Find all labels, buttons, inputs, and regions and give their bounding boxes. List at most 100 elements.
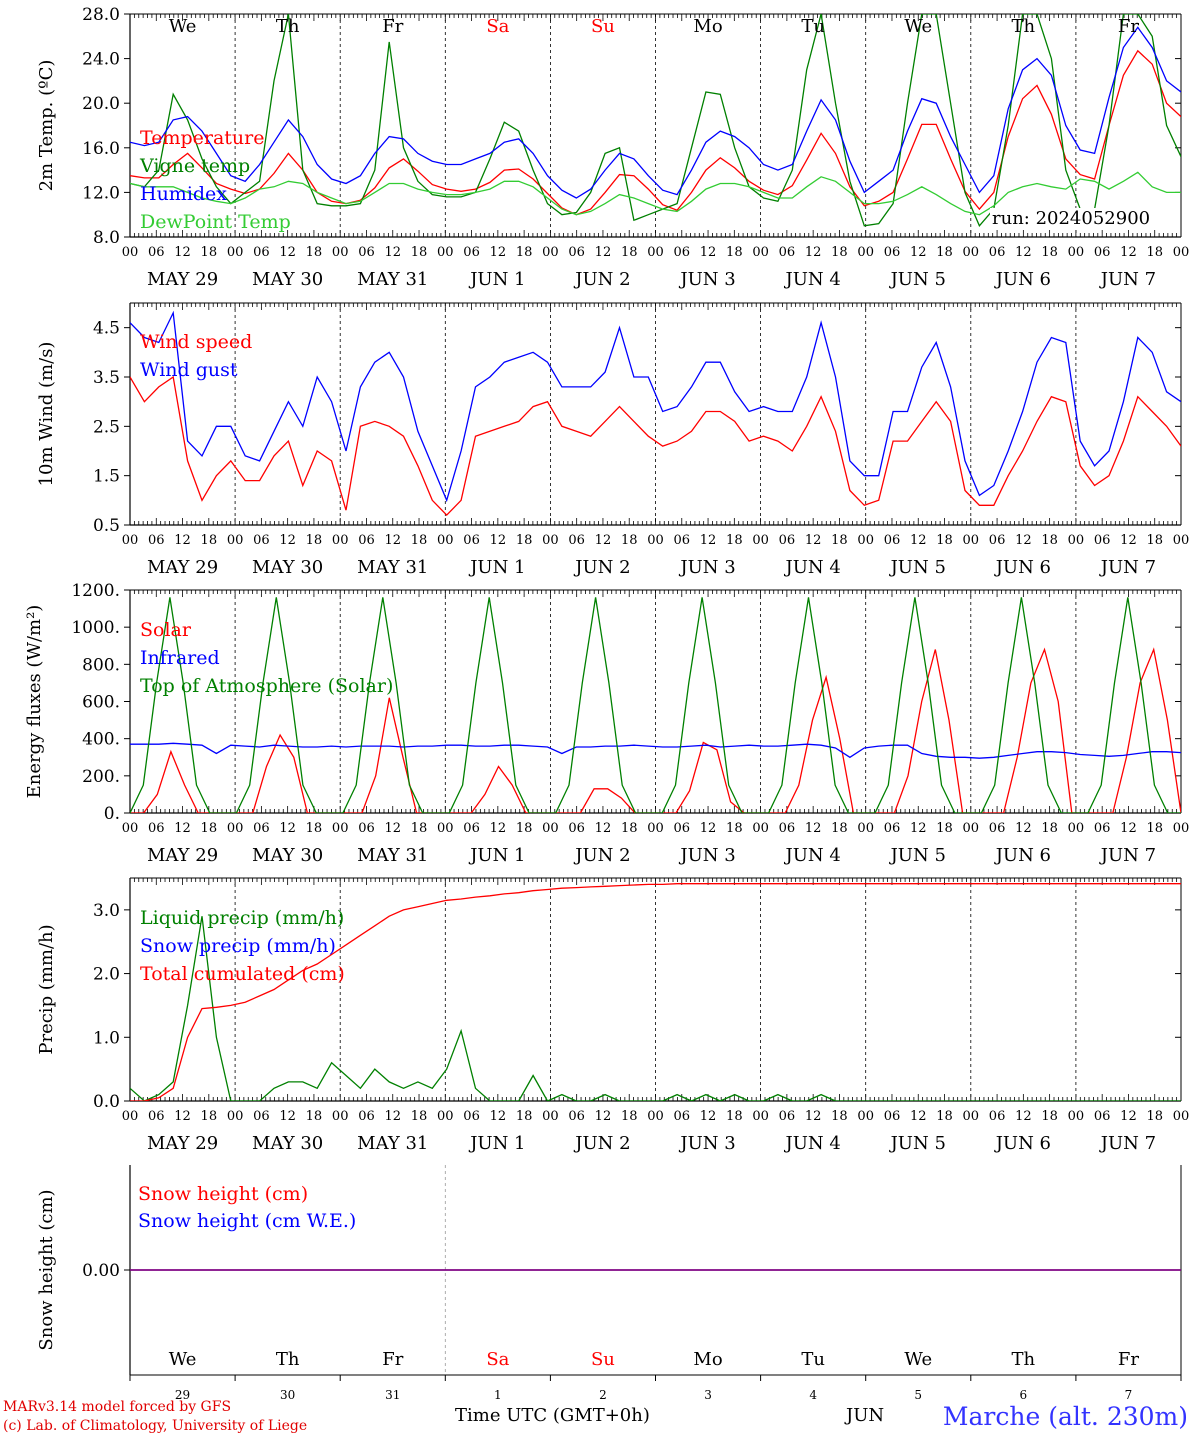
hour-tick-label: 18 xyxy=(306,821,323,836)
date-label: JUN 4 xyxy=(783,557,840,578)
hour-tick-label: 18 xyxy=(936,821,953,836)
panel-1 xyxy=(124,13,1182,238)
hour-tick-label: 18 xyxy=(621,533,638,548)
hour-tick-label: 18 xyxy=(411,821,428,836)
hour-tick-label: 18 xyxy=(201,821,218,836)
hour-tick-label: 12 xyxy=(1120,245,1137,260)
date-label: JUN 1 xyxy=(468,557,525,578)
day-number-label: 6 xyxy=(1020,1388,1028,1402)
legend-entry: Liquid precip (mm/h) xyxy=(140,907,344,929)
hour-tick-label: 18 xyxy=(1041,1109,1058,1124)
panel-2 xyxy=(124,302,1182,526)
hour-tick-label: 00 xyxy=(122,1109,139,1124)
hour-tick-label: 12 xyxy=(595,1109,612,1124)
hour-tick-label: 00 xyxy=(437,245,454,260)
hour-tick-label: 18 xyxy=(201,533,218,548)
y-tick-label: 0.5 xyxy=(93,516,120,536)
date-label: MAY 29 xyxy=(147,1133,218,1154)
weekday-label: Tu xyxy=(801,16,825,37)
y-axis-title: 10m Wind (m/s) xyxy=(36,342,57,487)
hour-tick-label: 00 xyxy=(437,1109,454,1124)
hour-tick-label: 06 xyxy=(674,533,691,548)
hour-tick-label: 00 xyxy=(1173,533,1190,548)
hour-tick-label: 06 xyxy=(148,533,165,548)
hour-tick-label: 12 xyxy=(910,1109,927,1124)
hour-tick-label: 00 xyxy=(542,1109,559,1124)
date-label: JUN 4 xyxy=(783,1133,840,1154)
date-label: MAY 29 xyxy=(147,269,218,290)
weekday-label: Mo xyxy=(693,16,722,37)
hour-tick-label: 06 xyxy=(989,821,1006,836)
hour-tick-label: 12 xyxy=(384,821,401,836)
weekday-label: Mo xyxy=(693,1349,722,1370)
hour-tick-label: 18 xyxy=(201,245,218,260)
date-label: MAY 30 xyxy=(252,269,323,290)
y-tick-label: 0. xyxy=(104,804,120,824)
series-line-infrared xyxy=(130,742,1181,759)
hour-tick-label: 00 xyxy=(963,1109,980,1124)
legend-entry: Temperature xyxy=(140,127,264,149)
hour-tick-label: 06 xyxy=(463,533,480,548)
hour-tick-label: 06 xyxy=(989,245,1006,260)
date-label: JUN 7 xyxy=(1099,269,1156,290)
hour-tick-label: 18 xyxy=(726,533,743,548)
weekday-label: Fr xyxy=(382,16,403,37)
legend-entry: Total cumulated (cm) xyxy=(140,963,345,985)
hour-tick-label: 06 xyxy=(674,1109,691,1124)
legend-entry: Solar xyxy=(140,619,192,641)
date-label: JUN 1 xyxy=(468,269,525,290)
hour-tick-label: 06 xyxy=(463,245,480,260)
hour-tick-label: 12 xyxy=(910,533,927,548)
hour-tick-label: 18 xyxy=(411,245,428,260)
hour-tick-label: 00 xyxy=(227,821,244,836)
hour-tick-label: 18 xyxy=(516,245,533,260)
hour-tick-label: 12 xyxy=(490,245,507,260)
hour-tick-label: 00 xyxy=(857,533,874,548)
hour-tick-label: 00 xyxy=(963,821,980,836)
hour-tick-label: 12 xyxy=(700,245,717,260)
hour-tick-label: 06 xyxy=(568,821,585,836)
hour-tick-label: 00 xyxy=(647,1109,664,1124)
hour-tick-label: 18 xyxy=(306,533,323,548)
hour-tick-label: 06 xyxy=(1094,245,1111,260)
hour-tick-label: 00 xyxy=(857,821,874,836)
date-label: MAY 29 xyxy=(147,845,218,866)
y-tick-label: 28.0 xyxy=(82,5,120,25)
hour-tick-label: 00 xyxy=(1068,245,1085,260)
date-label: JUN 6 xyxy=(994,269,1051,290)
legend-entry: Wind speed xyxy=(140,331,252,353)
hour-tick-label: 00 xyxy=(857,1109,874,1124)
hour-tick-label: 00 xyxy=(542,533,559,548)
hour-tick-label: 06 xyxy=(463,821,480,836)
hour-tick-label: 00 xyxy=(227,533,244,548)
hour-tick-label: 00 xyxy=(752,533,769,548)
hour-tick-label: 12 xyxy=(279,821,296,836)
hour-tick-label: 12 xyxy=(1120,1109,1137,1124)
date-label: JUN 7 xyxy=(1099,1133,1156,1154)
hour-tick-label: 00 xyxy=(122,821,139,836)
date-label: JUN 3 xyxy=(678,269,735,290)
hour-tick-label: 06 xyxy=(253,533,270,548)
y-tick-label: 1000. xyxy=(71,618,120,638)
date-label: JUN 5 xyxy=(889,269,946,290)
y-tick-label: 400. xyxy=(82,730,120,750)
hour-tick-label: 12 xyxy=(490,821,507,836)
series-line-dewpoint-temp xyxy=(130,171,1181,216)
series-line-total-cumulated-cm- xyxy=(130,883,1181,1101)
legend-entry: Infrared xyxy=(140,647,220,669)
hour-tick-label: 18 xyxy=(1146,821,1163,836)
hour-tick-label: 12 xyxy=(595,245,612,260)
hour-tick-label: 00 xyxy=(227,1109,244,1124)
y-tick-label: 12.0 xyxy=(82,183,120,203)
hour-tick-label: 18 xyxy=(201,1109,218,1124)
date-label: MAY 29 xyxy=(147,557,218,578)
series-line-temperature xyxy=(130,49,1181,216)
date-label: MAY 31 xyxy=(357,557,428,578)
hour-tick-label: 18 xyxy=(306,1109,323,1124)
date-label: JUN 5 xyxy=(889,557,946,578)
date-label: JUN 7 xyxy=(1099,845,1156,866)
date-label: JUN 2 xyxy=(573,557,630,578)
hour-tick-label: 18 xyxy=(516,1109,533,1124)
hour-tick-label: 12 xyxy=(384,245,401,260)
date-label: JUN 6 xyxy=(994,845,1051,866)
